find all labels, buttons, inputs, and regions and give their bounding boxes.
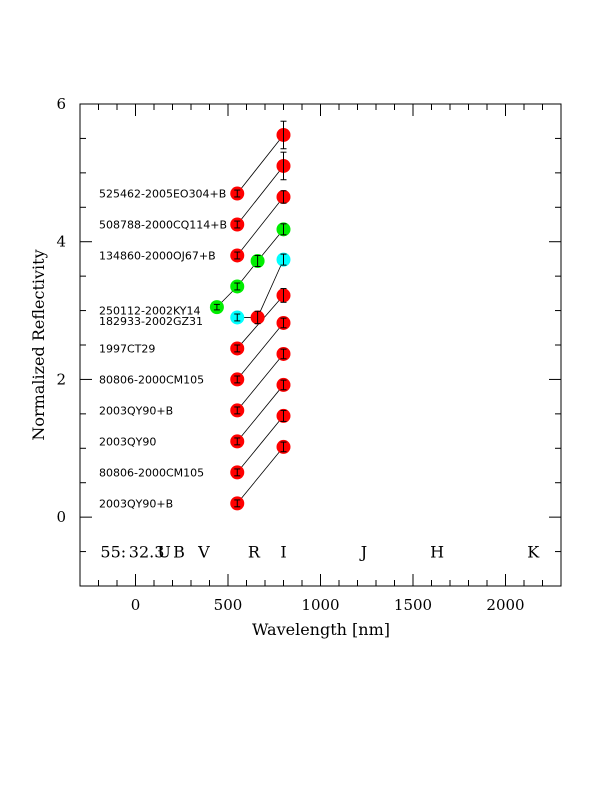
object-label: 1997CT29 (99, 342, 155, 355)
band-annotation: 55: 32.3U B V R I J H K (100, 543, 540, 562)
x-tick-label: 500 (214, 596, 243, 614)
band-label: U (157, 543, 170, 562)
band-label: K (527, 543, 540, 562)
band-label: I (280, 543, 286, 562)
series-2003QY90 (230, 377, 291, 449)
object-label: 134860-2000OJ67+B (99, 249, 216, 262)
object-label: 508788-2000CQ114+B (99, 219, 227, 232)
series-250112-2002KY14 (209, 222, 291, 315)
object-label: 250112-2002KY14 (99, 305, 201, 318)
data-series (209, 120, 291, 511)
series-525462-2005EO304+B (230, 120, 291, 201)
series-line (236, 165, 284, 225)
series-line (236, 415, 284, 473)
object-label: 182933-2002GZ31 (99, 315, 203, 328)
y-tick-label: 6 (56, 95, 66, 113)
series-line (236, 446, 284, 504)
series-2003QY90+B (230, 346, 291, 418)
y-tick-label: 2 (56, 370, 66, 388)
object-label: 2003QY90+B (99, 404, 173, 417)
object-labels: 2003QY90+B 80806-2000CM105 2003QY90 2003QY9… (99, 188, 227, 511)
series-line (236, 196, 284, 256)
band-label: R (248, 543, 261, 562)
series-80806-2000CM105 (230, 408, 291, 480)
band-label: 32.3 (129, 543, 165, 562)
object-label: 2003QY90+B (99, 497, 173, 510)
series-134860-2000OJ67+B (230, 189, 291, 263)
band-label: J (359, 543, 367, 562)
x-tick-label: 1000 (301, 596, 339, 614)
band-label: H (430, 543, 444, 562)
band-label: 55: (100, 543, 126, 562)
series-line (236, 322, 284, 380)
series-182933-2002GZ31 (230, 252, 291, 325)
y-tick-label: 0 (56, 508, 66, 526)
band-label: V (197, 543, 210, 562)
x-tick-label: 1500 (394, 596, 432, 614)
series-80806-2000CM105 (230, 315, 291, 387)
object-label: 2003QY90 (99, 435, 156, 448)
object-label: 525462-2005EO304+B (99, 188, 226, 201)
x-tick-label: 2000 (486, 596, 524, 614)
series-line (257, 259, 284, 318)
series-2003QY90+B (230, 439, 291, 511)
band-label: B (173, 543, 185, 562)
series-line (236, 353, 284, 411)
series-line (236, 384, 284, 442)
series-508788-2000CQ114+B (230, 151, 291, 232)
x-tick-label: 0 (131, 596, 141, 614)
x-axis-title: Wavelength [nm] (252, 620, 390, 639)
series-line (236, 134, 284, 194)
y-tick-label: 4 (56, 233, 66, 251)
object-label: 80806-2000CM105 (99, 466, 204, 479)
axis-ticks: 0 500 1000 1500 2000 0 2 4 6 (56, 95, 562, 614)
y-axis-title: Normalized Reflectivity (29, 249, 48, 440)
object-label: 80806-2000CM105 (99, 373, 204, 386)
